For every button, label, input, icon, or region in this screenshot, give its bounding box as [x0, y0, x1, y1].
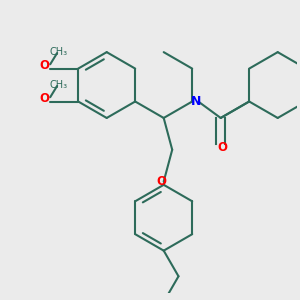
Text: O: O	[39, 59, 50, 73]
Text: CH₃: CH₃	[50, 80, 68, 90]
Text: O: O	[39, 92, 50, 105]
Text: O: O	[156, 175, 166, 188]
Text: O: O	[218, 141, 227, 154]
Text: N: N	[190, 95, 201, 108]
Text: CH₃: CH₃	[50, 47, 68, 57]
